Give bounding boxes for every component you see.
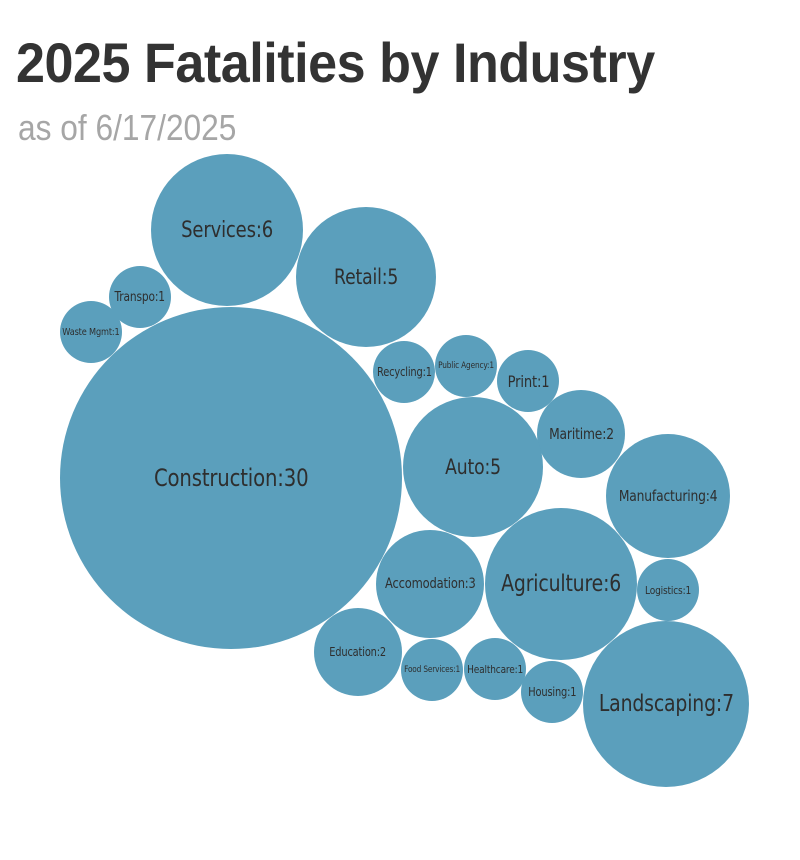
bubble-construction: Construction:30 — [60, 307, 402, 649]
bubble-landscaping: Landscaping:7 — [583, 621, 749, 787]
bubble-label: Healthcare:1 — [467, 662, 523, 676]
bubble-label: Manufacturing:4 — [618, 487, 718, 505]
bubble-accomodation: Accomodation:3 — [376, 530, 484, 638]
bubble-services: Services:6 — [151, 154, 303, 306]
bubble-public-agency: Public Agency:1 — [435, 335, 497, 397]
bubble-label: Agriculture:6 — [501, 571, 621, 597]
bubble-label: Retail:5 — [333, 265, 399, 289]
bubble-manufacturing: Manufacturing:4 — [606, 434, 730, 558]
bubble-recycling: Recycling:1 — [373, 341, 435, 403]
bubble-label: Housing:1 — [527, 685, 577, 699]
bubble-label: Services:6 — [181, 217, 273, 243]
bubble-label: Education:2 — [329, 645, 387, 659]
bubble-transpo: Transpo:1 — [109, 266, 171, 328]
bubble-retail: Retail:5 — [296, 207, 436, 347]
bubble-label: Transpo:1 — [114, 289, 166, 305]
bubble-label: Landscaping:7 — [598, 691, 734, 717]
bubble-maritime: Maritime:2 — [537, 390, 625, 478]
bubble-label: Maritime:2 — [548, 425, 614, 443]
bubble-label: Food Services:1 — [404, 665, 460, 675]
bubble-label: Accomodation:3 — [384, 576, 476, 592]
bubble-housing: Housing:1 — [521, 661, 583, 723]
bubble-auto: Auto:5 — [403, 397, 543, 537]
bubble-label: Construction:30 — [153, 464, 309, 492]
bubble-label: Waste Mgmt:1 — [62, 326, 120, 338]
bubble-label: Public Agency:1 — [438, 361, 494, 371]
chart-title: 2025 Fatalities by Industry — [16, 31, 655, 94]
bubble-label: Print:1 — [507, 371, 549, 391]
bubble-label: Recycling:1 — [376, 365, 432, 379]
bubble-label: Auto:5 — [445, 455, 501, 479]
bubble-print: Print:1 — [497, 350, 559, 412]
bubble-education: Education:2 — [314, 608, 402, 696]
bubble-healthcare: Healthcare:1 — [464, 638, 526, 700]
bubble-waste-mgmt: Waste Mgmt:1 — [60, 301, 122, 363]
bubble-label: Logistics:1 — [645, 583, 691, 597]
bubble-food-services: Food Services:1 — [401, 639, 463, 701]
chart-subtitle: as of 6/17/2025 — [18, 107, 237, 148]
bubble-agriculture: Agriculture:6 — [485, 508, 637, 660]
bubble-logistics: Logistics:1 — [637, 559, 699, 621]
